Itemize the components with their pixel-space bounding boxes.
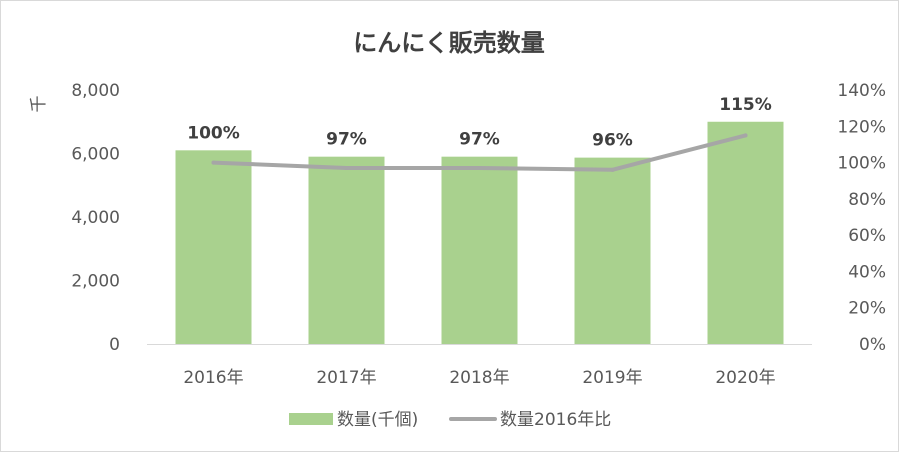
data-label: 97% [326, 130, 367, 150]
y-left-tick-label: 0 [109, 335, 120, 355]
legend: 数量(千個) 数量2016年比 [289, 410, 611, 430]
y-left-tick-label: 6,000 [71, 145, 120, 165]
y-right-tick-label: 60% [848, 226, 886, 246]
y-right-tick-label: 20% [848, 299, 886, 319]
x-tick-label: 2018年 [449, 368, 509, 388]
line-point [211, 160, 216, 165]
line-series [211, 133, 748, 172]
bar [707, 121, 784, 344]
bar [574, 157, 651, 344]
y-right-tick-label: 120% [837, 117, 886, 137]
x-tick-label: 2020年 [715, 368, 775, 388]
data-label: 115% [719, 95, 772, 115]
legend-line-label: 数量2016年比 [500, 410, 611, 430]
y-right-tick-label: 140% [837, 81, 886, 101]
bar [441, 156, 518, 344]
y-left-tick-label: 2,000 [71, 272, 120, 292]
bar [175, 150, 252, 344]
line-point [743, 133, 748, 138]
y-axis-left-unit: 千 [29, 96, 49, 113]
y-right-tick-label: 40% [848, 262, 886, 282]
data-label: 96% [592, 131, 633, 151]
y-axis-right: 0% 20% 40% 60% 80% 100% 120% 140% [837, 81, 886, 355]
x-tick-label: 2016年 [183, 368, 243, 388]
y-left-tick-label: 4,000 [71, 208, 120, 228]
y-right-tick-label: 80% [848, 190, 886, 210]
bar [308, 156, 385, 344]
x-tick-label: 2019年 [582, 368, 642, 388]
legend-bar-label: 数量(千個) [337, 410, 418, 430]
line-point [477, 166, 482, 171]
x-tick-label: 2017年 [316, 368, 376, 388]
y-axis-left: 0 2,000 4,000 6,000 8,000 [71, 81, 120, 355]
legend-bar-swatch [289, 413, 333, 425]
line-point [610, 167, 615, 172]
y-right-tick-label: 100% [837, 154, 886, 174]
data-labels: 100% 97% 97% 96% 115% [187, 95, 772, 151]
data-label: 100% [187, 123, 240, 143]
x-axis: 2016年 2017年 2018年 2019年 2020年 [183, 368, 775, 388]
y-right-tick-label: 0% [859, 335, 886, 355]
y-left-tick-label: 8,000 [71, 81, 120, 101]
chart-title: にんにく販売数量 [353, 29, 545, 57]
bar-series [175, 121, 784, 344]
line-point [344, 166, 349, 171]
data-label: 97% [459, 130, 500, 150]
